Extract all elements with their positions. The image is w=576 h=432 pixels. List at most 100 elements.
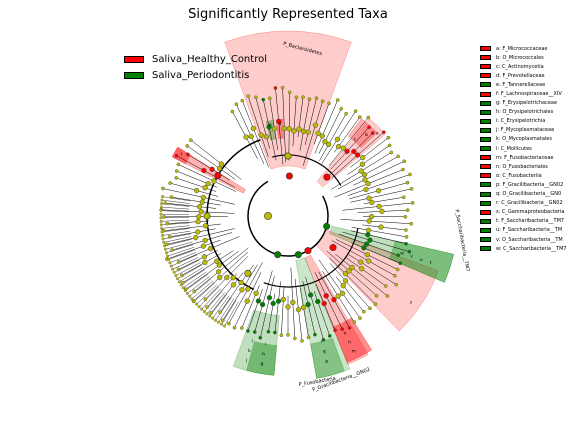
clade-label: P_Saccharibacteria__TM7 <box>453 209 470 272</box>
tree-node <box>320 99 325 104</box>
tree-node <box>230 275 236 281</box>
tree-branch <box>172 257 199 270</box>
tree-node <box>161 195 164 199</box>
tree-node <box>344 111 348 116</box>
tree-branch <box>329 263 371 309</box>
taxa-legend-swatch <box>480 209 491 215</box>
tree-branch <box>337 156 399 190</box>
taxa-legend-label: i: C_Erysipelotrichia <box>496 118 546 125</box>
tree-node <box>307 97 312 101</box>
taxa-legend-swatch <box>480 146 491 152</box>
highlight-sector <box>246 341 277 376</box>
tree-branch <box>196 284 217 305</box>
tree-node <box>285 304 291 310</box>
tree-branch <box>161 210 190 213</box>
tree-node <box>183 289 187 293</box>
tree-branch <box>331 240 395 276</box>
sector-letter: k <box>248 348 251 354</box>
tree-node <box>159 223 163 227</box>
tree-node <box>342 271 349 277</box>
tree-node <box>333 328 337 333</box>
tree-node <box>369 199 375 206</box>
tree-node <box>305 129 311 135</box>
legend-swatch-red <box>124 55 144 63</box>
tree-node <box>159 212 163 216</box>
tree-node <box>266 295 273 301</box>
tree-node <box>202 237 208 244</box>
tree-branch <box>178 164 237 192</box>
tree-node <box>279 333 284 338</box>
highlight-sector <box>316 118 386 188</box>
tree-branch <box>164 239 192 247</box>
tree-node <box>287 90 292 95</box>
tree-node <box>159 219 163 223</box>
tree-node <box>199 199 206 205</box>
tree-branch <box>161 199 190 204</box>
tree-node <box>188 294 192 298</box>
tree-branch <box>269 98 279 151</box>
tree-node <box>203 212 211 220</box>
tree-node <box>214 258 220 264</box>
tree-node <box>373 302 378 306</box>
tree-node <box>404 235 409 239</box>
tree-node <box>300 304 307 311</box>
tree-branch <box>162 230 191 236</box>
taxa-legend-item: n: O_Fusobacteriales <box>480 162 576 171</box>
tree-node <box>363 186 369 193</box>
tree-node <box>161 186 165 191</box>
taxa-legend-item: h: O_Erysipelotrichales <box>480 108 576 117</box>
tree-node <box>366 218 372 224</box>
tree-node <box>313 332 317 337</box>
tree-branch <box>198 286 219 307</box>
tree-node <box>365 232 371 238</box>
tree-node <box>239 287 245 293</box>
tree-node <box>218 310 222 315</box>
tree-node <box>176 267 181 272</box>
tree-node <box>353 109 358 113</box>
taxa-legend-item: w: C_Saccharibacteria__TM7 <box>480 244 576 253</box>
tree-node <box>234 102 239 107</box>
taxa-legend-swatch <box>480 46 491 52</box>
legend-label: Saliva_Healthy_Control <box>152 53 267 65</box>
taxa-legend-item: c: C_Actinomycetia <box>480 62 576 71</box>
tree-node <box>258 132 264 138</box>
sector-letter: t <box>430 260 432 266</box>
taxa-legend-item: b: O_Micrococcales <box>480 53 576 62</box>
tree-node <box>300 128 307 135</box>
tree-node <box>323 173 331 181</box>
tree-node <box>378 224 384 230</box>
sector-letter: g <box>261 362 264 367</box>
tree-branch <box>282 87 287 163</box>
sector-letter: q <box>323 350 326 355</box>
tree-node <box>207 245 214 252</box>
tree-node <box>295 306 302 313</box>
tree-branch <box>263 99 277 161</box>
tree-branch <box>165 241 193 250</box>
tree-node <box>192 289 197 294</box>
tree-node <box>362 177 368 183</box>
tree-node <box>281 125 287 132</box>
tree-node <box>253 95 258 100</box>
tree-node <box>169 264 173 268</box>
tree-node <box>176 260 181 264</box>
tree-branch <box>224 301 239 327</box>
taxa-legend-item: g: F_Erysipelotrichaceae <box>480 99 576 108</box>
sector-letter: b <box>365 132 368 138</box>
tree-node <box>407 249 412 254</box>
tree-branch <box>161 225 190 229</box>
tree-branch <box>350 188 412 203</box>
sector-letter: j <box>245 358 247 364</box>
tree-node <box>166 254 169 258</box>
tree-branch <box>181 253 222 276</box>
tree-node <box>365 258 372 264</box>
taxa-legend-swatch <box>480 55 491 61</box>
tree-node <box>238 279 244 286</box>
tree-node <box>201 167 207 174</box>
tree-branch <box>182 250 234 283</box>
tree-branch <box>318 259 361 319</box>
tree-node <box>293 336 297 341</box>
tree-branch <box>315 283 336 331</box>
tree-node <box>209 311 214 315</box>
taxa-legend-swatch <box>480 127 491 133</box>
tree-node <box>267 96 272 101</box>
